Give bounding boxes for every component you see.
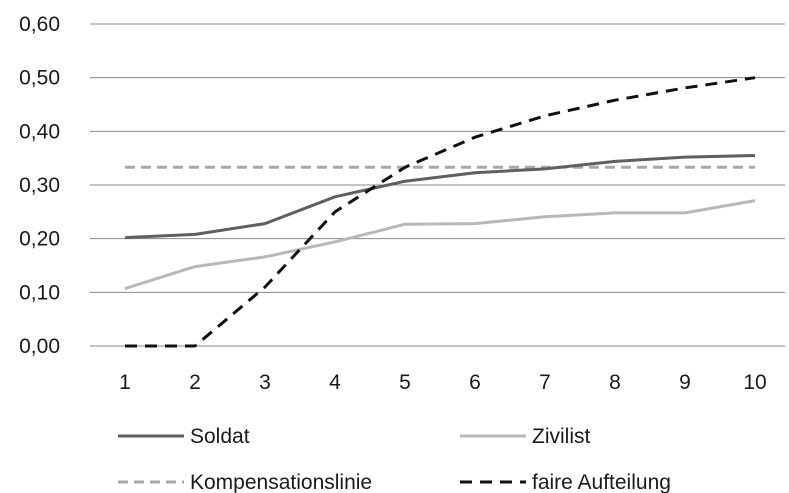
legend-label-kompensationslinie: Kompensationslinie (190, 471, 372, 493)
x-tick-label: 6 (469, 371, 481, 394)
series-line-soldat (124, 154, 756, 240)
gridlines (90, 23, 785, 347)
y-tick-label: 0,20 (19, 228, 60, 251)
legend-label-faire-aufteilung: faire Aufteilung (532, 471, 671, 493)
x-tick-label: 1 (119, 371, 131, 394)
x-tick-label: 8 (609, 371, 621, 394)
y-axis-tick-labels: 0,00 0,10 0,20 0,30 0,40 0,50 0,60 (19, 13, 60, 358)
legend-label-zivilist: Zivilist (532, 425, 590, 448)
x-tick-label: 3 (259, 371, 271, 394)
series-line-faire-aufteilung (125, 76, 756, 348)
series-lines (124, 76, 756, 348)
x-tick-label: 4 (329, 371, 341, 394)
x-tick-label: 5 (399, 371, 411, 394)
x-tick-label: 2 (189, 371, 201, 394)
x-tick-label: 9 (679, 371, 691, 394)
x-tick-label: 7 (539, 371, 551, 394)
series-line-zivilist (124, 199, 756, 291)
legend: Soldat Zivilist Kompensationslinie faire Au… (118, 425, 671, 493)
x-axis-tick-labels: 1 2 3 4 5 6 7 8 9 10 (119, 371, 767, 394)
legend-label-soldat: Soldat (190, 425, 250, 448)
y-tick-label: 0,30 (19, 174, 60, 197)
y-tick-label: 0,10 (19, 281, 60, 304)
y-tick-label: 0,60 (19, 13, 60, 36)
y-tick-label: 0,50 (19, 67, 60, 90)
x-tick-label: 10 (743, 371, 766, 394)
y-tick-label: 0,40 (19, 120, 60, 143)
y-tick-label: 0,00 (19, 335, 60, 358)
